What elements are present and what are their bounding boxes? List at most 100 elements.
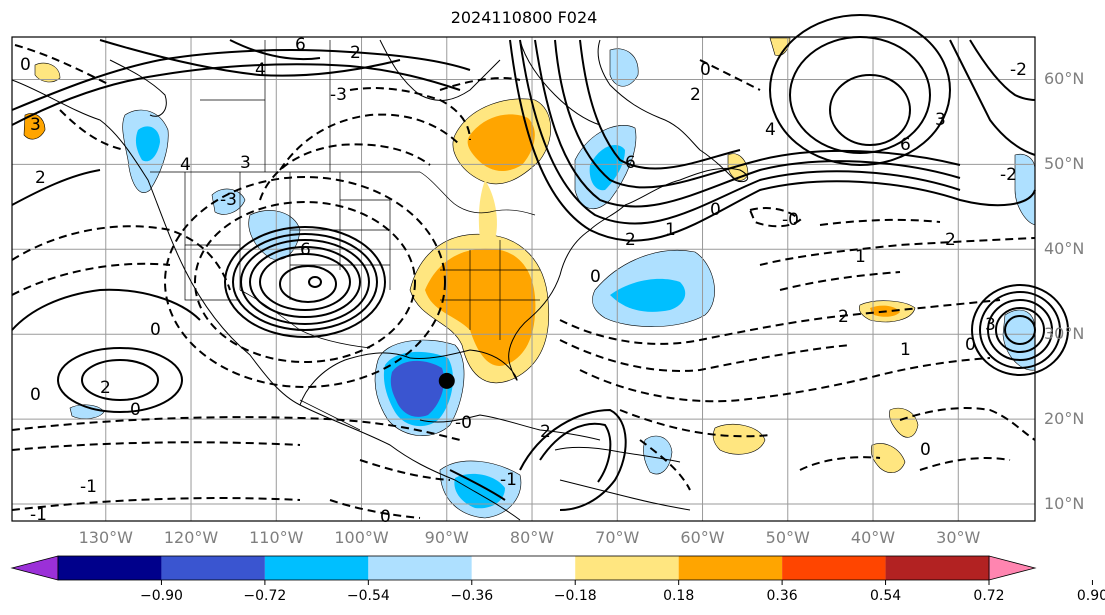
colorbar-segment [782, 556, 886, 580]
latitude-label: 20°N [1044, 409, 1085, 429]
negative-anomaly-bc-core [135, 126, 160, 162]
political-borders [150, 40, 540, 431]
colorbar-segment [58, 556, 162, 580]
colorbar-segment [161, 556, 265, 580]
colorbar-tick-label: 0.72 [973, 588, 1005, 604]
latitude-label: 30°N [1044, 324, 1085, 344]
colorbar-tick-label: 0.90 [1076, 588, 1105, 604]
negative-anomaly-central-am-core [454, 473, 505, 509]
contour-label: 3 [30, 115, 41, 135]
contour-label: 2 [35, 168, 46, 188]
shading-layer [23, 37, 1036, 519]
storm-center-marker [438, 372, 455, 389]
contour-label: -1 [500, 470, 517, 490]
colorbar-frame [57, 555, 990, 581]
colorbar-segment [368, 556, 472, 580]
contour-label: 2 [690, 85, 701, 105]
contour-label: 2 [100, 378, 111, 398]
map-frame [11, 36, 1036, 522]
contour-label: -0 [782, 210, 799, 230]
negative-anomaly-gulf-core [390, 360, 445, 417]
contour-label: -1 [80, 477, 97, 497]
colorbar-segment [264, 556, 369, 580]
longitude-label: 60°W [680, 528, 725, 547]
contour-label: 0 [20, 55, 31, 75]
colorbar-tick-label: 0.18 [663, 588, 695, 604]
longitude-label: 40°W [850, 528, 896, 547]
negative-anomaly-west-us [211, 188, 246, 215]
contour-label: 0 [30, 385, 41, 405]
contour-label: 3 [985, 315, 996, 335]
contour-label: 1 [855, 247, 866, 267]
contour-label: -2 [1010, 60, 1027, 80]
longitude-label: 120°W [163, 528, 219, 547]
contour-label: 2 [625, 230, 636, 250]
contour-label: 0 [965, 335, 976, 355]
negative-anomaly-atlantic-core [610, 278, 686, 312]
solid-contours [11, 14, 1069, 511]
coastlines [11, 39, 749, 521]
contour-label: 0 [710, 200, 721, 220]
colorbar-tick-label: −0.18 [553, 588, 597, 604]
colorbar-segment [885, 556, 989, 580]
positive-anomaly-se-us-core [425, 248, 536, 366]
contour-label: 0 [920, 440, 931, 460]
contour-label: -2 [1000, 165, 1017, 185]
latitude-label: 60°N [1044, 69, 1085, 89]
contour-label: 2 [350, 43, 361, 63]
contour-label: 6 [295, 35, 306, 55]
map-title: 2024110800 F024 [450, 8, 598, 27]
contour-label: 6 [900, 135, 911, 155]
colorbar-segment [575, 556, 679, 580]
colorbar-tick-label: 0.36 [766, 588, 798, 604]
contour-label: 2 [838, 307, 849, 327]
colorbar-tick-label: −0.54 [346, 588, 390, 604]
colorbar-tick-label: −0.72 [243, 588, 287, 604]
longitude-label: 130°W [78, 528, 133, 547]
latitude-label: 40°N [1044, 239, 1085, 259]
contour-label: 1 [900, 340, 911, 360]
longitude-label: 70°W [595, 528, 640, 547]
colorbar [10, 555, 1093, 585]
negative-anomaly-caribbean [643, 435, 673, 475]
contour-label: 0 [130, 400, 141, 420]
longitude-label: 90°W [424, 528, 469, 547]
contour-label: 3 [240, 153, 251, 173]
latitude-label: 50°N [1044, 154, 1085, 174]
longitude-label: 30°W [936, 528, 981, 547]
contour-label: 4 [765, 120, 776, 140]
contour-label: 6 [625, 153, 636, 173]
contour-label: 2 [945, 230, 956, 250]
longitude-label: 100°W [334, 528, 389, 547]
longitude-label: 50°W [765, 528, 810, 547]
contour-label: 1 [665, 220, 676, 240]
longitude-label: 110°W [249, 528, 304, 547]
latitude-label: 10°N [1044, 494, 1085, 514]
contour-label: 3 [935, 110, 946, 130]
colorbar-segment [678, 556, 783, 580]
positive-anomaly-alaska-north [34, 62, 61, 83]
colorbar-extend-low [10, 555, 59, 581]
longitude-label: 80°W [509, 528, 555, 547]
positive-anomaly-great-lakes-core [467, 114, 535, 172]
negative-anomaly-nw [609, 48, 639, 87]
contour-label: 6 [300, 240, 311, 260]
contour-label: -3 [330, 85, 347, 105]
contour-label: -0 [455, 413, 472, 433]
positive-anomaly-link [478, 180, 497, 240]
contour-label: 4 [180, 155, 191, 175]
positive-anomaly-south-atl-2 [870, 443, 906, 473]
contour-label: -3 [220, 190, 237, 210]
contour-labels: 6 6 6 6 4 4 4 3 3 3 3 2 2 2 2 2 2 2 2 0 … [20, 35, 1027, 527]
positive-anomaly-north-edge [769, 37, 791, 56]
positive-anomaly-mid-atl [712, 424, 766, 455]
contour-label: 2 [540, 422, 551, 442]
colorbar-extend-high [988, 555, 1037, 581]
contour-label: -1 [30, 505, 47, 525]
colorbar-tick-label: −0.90 [139, 588, 183, 604]
colorbar-tick-label: 0.54 [869, 588, 902, 604]
dashed-contours [11, 44, 1036, 519]
contour-label: 4 [255, 60, 266, 80]
contour-label: 0 [700, 60, 711, 80]
